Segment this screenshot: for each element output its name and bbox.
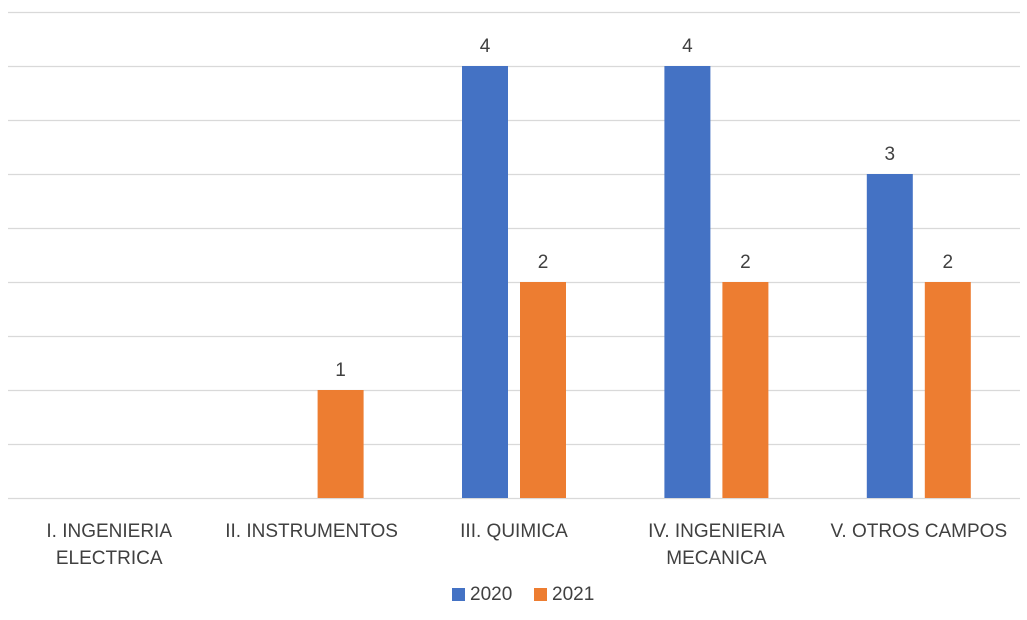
data-label-2021-2: 2 — [538, 252, 549, 273]
category-label-4: V. OTROS CAMPOS — [830, 521, 1007, 542]
legend-swatch-2020 — [452, 588, 465, 601]
bar-2020-2 — [462, 66, 508, 498]
bar-2021-4 — [924, 282, 971, 498]
bar-2020-4 — [866, 174, 913, 498]
category-label-2: III. QUIMICA — [460, 521, 568, 542]
legend-label-2021: 2021 — [552, 584, 594, 605]
data-label-2020-4: 3 — [885, 144, 896, 165]
data-label-2020-2: 4 — [480, 36, 491, 57]
category-label-1: II. INSTRUMENTOS — [225, 521, 398, 542]
bars — [317, 66, 971, 498]
bar-2021-3 — [722, 282, 769, 498]
bar-2021-2 — [520, 282, 566, 498]
category-label-3: IV. INGENIERIA — [648, 521, 785, 542]
data-label-2021-4: 2 — [943, 252, 954, 273]
legend: 2020 2021 — [452, 584, 594, 605]
gridlines — [8, 11, 1020, 500]
legend-label-2020: 2020 — [470, 584, 512, 605]
category-label-3: MECANICA — [666, 548, 767, 569]
legend-swatch-2021 — [534, 588, 547, 601]
category-label-0: ELECTRICA — [56, 548, 163, 569]
data-label-2020-3: 4 — [682, 36, 693, 57]
data-label-2021-1: 1 — [335, 360, 346, 381]
bar-2020-3 — [664, 66, 711, 498]
data-labels: 1 4 2 4 2 3 2 — [335, 36, 953, 381]
bar-2021-1 — [317, 390, 364, 498]
category-label-0: I. INGENIERIA — [46, 521, 172, 542]
data-label-2021-3: 2 — [740, 252, 751, 273]
category-labels: I. INGENIERIA ELECTRICA II. INSTRUMENTOS II… — [46, 521, 1007, 569]
